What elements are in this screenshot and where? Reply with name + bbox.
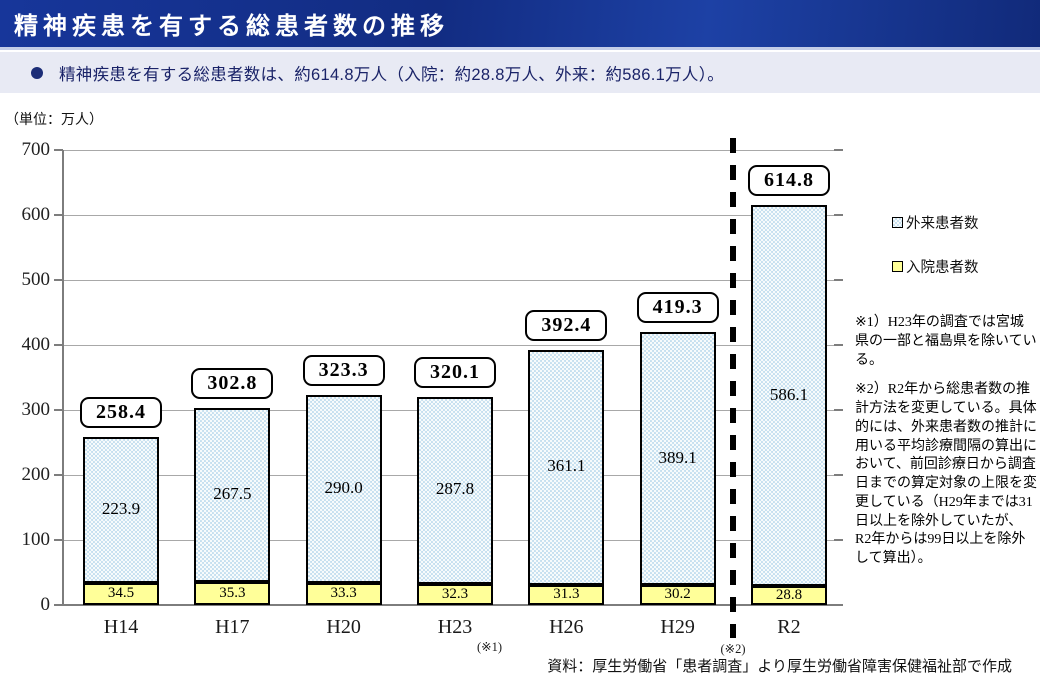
y-axis-tick-right [834, 344, 843, 346]
legend-label-inpatient: 入院患者数 [906, 260, 979, 276]
source-line: 資料：厚生労働省「患者調査」より厚生労働省障害保健福祉部で作成 [547, 659, 1012, 675]
bar-segment-outpatient [750, 205, 827, 587]
bar-segment-outpatient [83, 437, 159, 583]
y-axis-label: 100 [21, 529, 51, 550]
bar-segment-inpatient [528, 584, 605, 605]
y-axis-tick-right [834, 149, 843, 151]
total-value-label: 614.8 [747, 165, 830, 197]
bar-segment-outpatient [416, 396, 493, 584]
bar-value-inpatient: 32.3 [441, 585, 469, 602]
gridline [63, 344, 843, 346]
y-axis-label: 0 [40, 594, 51, 615]
y-axis-tick [54, 539, 63, 541]
y-axis-tick [54, 604, 63, 606]
page-title: 精神疾患を有する総患者数の推移 [14, 13, 449, 40]
bar-value-inpatient: 33.3 [330, 585, 357, 602]
note-1: ※1）H23年の調査では宮城県の一部と福島県を除いている。 [855, 315, 1037, 368]
y-axis-tick-right [834, 539, 843, 541]
bar-value-outpatient: 223.9 [101, 498, 141, 518]
y-axis-tick-right [834, 214, 843, 216]
total-value-label: 323.3 [302, 354, 385, 386]
x-axis-label: H17 [215, 616, 250, 638]
bar-value-outpatient: 586.1 [769, 384, 809, 404]
chart-legend: 外来患者数 入院患者数 [892, 212, 979, 277]
bar-value-inpatient: 30.2 [664, 586, 691, 603]
bar-value-outpatient: 290.0 [324, 478, 363, 498]
y-axis-label: 500 [21, 269, 51, 290]
y-axis-tick [54, 149, 63, 151]
x-axis-label: H20 [326, 616, 361, 638]
bar-segment-inpatient [639, 585, 716, 605]
total-value-label: 392.4 [525, 309, 608, 341]
bar-value-outpatient: 389.1 [658, 447, 697, 467]
y-axis-tick-right [834, 409, 843, 411]
bar-value-outpatient: 267.5 [213, 484, 252, 504]
total-value-label: 302.8 [191, 368, 274, 400]
legend-swatch-outpatient [892, 217, 903, 228]
bar-value-outpatient: 361.1 [547, 456, 586, 476]
total-value-label: 320.1 [413, 356, 496, 388]
legend-label-outpatient: 外来患者数 [906, 216, 979, 232]
unit-label: （単位：万人） [5, 113, 103, 128]
y-axis-tick [54, 214, 63, 216]
bullet-icon [31, 66, 43, 79]
x-axis-label: R2 [777, 616, 801, 638]
y-axis-label: 600 [21, 204, 51, 225]
bar-segment-inpatient [305, 583, 382, 605]
bar-value-outpatient: 287.8 [435, 479, 475, 499]
bar-segment-outpatient [305, 394, 382, 584]
bar-segment-outpatient [194, 408, 271, 583]
divider-dashed-line [730, 138, 736, 638]
y-axis-label: 400 [21, 334, 51, 355]
x-axis-label: H23 [437, 616, 473, 638]
gridline [63, 214, 843, 216]
y-axis-tick-right [834, 279, 843, 281]
y-axis-tick-right [834, 604, 843, 606]
page-header: 精神疾患を有する総患者数の推移 [0, 0, 1040, 50]
y-axis-label: 200 [21, 464, 51, 485]
y-axis-tick [54, 409, 63, 411]
divider-footnote: (※2) [720, 642, 746, 656]
summary-text: 精神疾患を有する総患者数は、約614.8万人（入院：約28.8万人、外来：約58… [59, 65, 725, 84]
gridline [63, 149, 843, 151]
total-value-label: 258.4 [80, 397, 162, 429]
total-value-label: 419.3 [636, 292, 719, 324]
summary-banner: 精神疾患を有する総患者数は、約614.8万人（入院：約28.8万人、外来：約58… [0, 52, 1040, 93]
gridline [63, 279, 843, 281]
y-axis-label: 300 [21, 399, 51, 420]
x-axis-label: H14 [103, 616, 139, 638]
bar-value-inpatient: 31.3 [553, 585, 580, 602]
y-axis-tick-right [834, 474, 843, 476]
y-axis-label: 700 [21, 139, 51, 160]
bar-value-inpatient: 35.3 [219, 584, 246, 601]
bar-segment-outpatient [639, 332, 716, 586]
note-2: ※2）R2年から総患者数の推計方法を変更している。具体的には、外来患者数の推計に… [855, 382, 1037, 566]
bar-segment-inpatient [750, 586, 827, 605]
x-axis-label: H29 [660, 616, 695, 638]
gridline [63, 604, 843, 606]
bar-segment-inpatient [194, 582, 271, 605]
legend-item-outpatient: 外来患者数 [892, 212, 979, 233]
legend-item-inpatient: 入院患者数 [892, 256, 979, 277]
y-axis-tick [54, 344, 63, 346]
bar-segment-inpatient [416, 584, 493, 605]
bar-value-inpatient: 34.5 [107, 584, 135, 601]
y-axis-line [62, 150, 64, 605]
category-footnote: (※1) [476, 640, 503, 654]
bar-value-inpatient: 28.8 [775, 586, 803, 603]
y-axis-tick [54, 474, 63, 476]
y-axis-tick [54, 279, 63, 281]
legend-swatch-inpatient [892, 261, 903, 272]
notes-panel: ※1）H23年の調査では宮城県の一部と福島県を除いている。 ※2）R2年から総患… [855, 314, 1037, 580]
x-axis-label: H26 [549, 616, 584, 638]
bar-segment-inpatient [83, 582, 159, 605]
bar-segment-outpatient [528, 349, 605, 585]
